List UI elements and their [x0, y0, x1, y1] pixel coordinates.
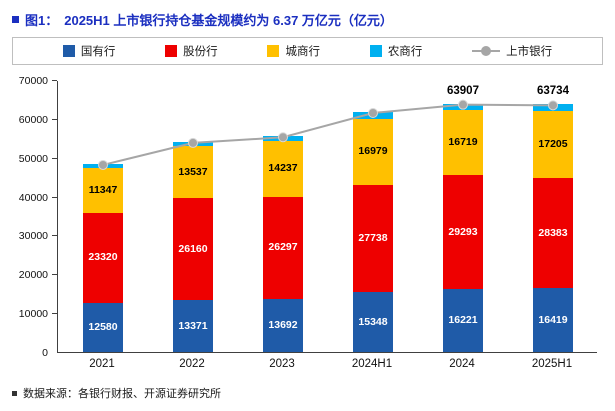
- bar-segment-城商行: 11347: [83, 168, 123, 213]
- legend-label: 上市银行: [506, 46, 553, 58]
- line-marker-icon: [188, 137, 198, 148]
- y-tick-label: 10000: [18, 308, 48, 321]
- x-tick-label: 2024H1: [351, 358, 393, 370]
- line-marker-icon: [98, 159, 108, 170]
- line-marker-icon: [278, 132, 288, 143]
- x-tick-label: 2022: [179, 358, 205, 370]
- bar-value-label: 23320: [88, 251, 118, 264]
- bar-value-label: 16419: [538, 313, 568, 326]
- bar-segment-国有行: 13692: [263, 298, 303, 352]
- bar-segment-城商行: 16979: [353, 118, 393, 185]
- legend-item-农商行: 农商行: [369, 43, 423, 59]
- bar-value-label: 26160: [178, 242, 208, 255]
- bar-segment-城商行: 14237: [263, 141, 303, 197]
- bar-value-label: 15348: [358, 315, 388, 328]
- legend-swatch-icon: [165, 45, 178, 57]
- legend-swatch-icon: [62, 45, 75, 57]
- y-tick-label: 0: [42, 347, 48, 359]
- line-marker-icon: [548, 100, 558, 111]
- trend-line: [98, 99, 558, 170]
- source-note-row: 数据来源：各银行财报、开源证券研究所: [12, 385, 603, 401]
- bar-value-label: 13692: [268, 318, 298, 331]
- y-tick-label: 60000: [18, 113, 48, 126]
- legend-line-marker-icon: [472, 46, 501, 56]
- bar-value-label: 13537: [178, 165, 208, 178]
- y-tick-label: 30000: [18, 230, 48, 243]
- bar-segment-股份行: 26160: [173, 198, 213, 301]
- legend-item-城商行: 城商行: [267, 43, 320, 59]
- bar-segment-股份行: 27738: [353, 184, 393, 293]
- x-tick-label: 2023: [269, 358, 295, 370]
- y-tick-label: 50000: [18, 152, 48, 165]
- figure-number: 图1：: [25, 13, 59, 28]
- legend-label: 国有行: [80, 46, 116, 58]
- legend-label: 城商行: [285, 46, 320, 58]
- y-tick-mark: [52, 313, 57, 315]
- bar-segment-城商行: 13537: [173, 145, 213, 199]
- line-marker-icon: [458, 99, 468, 110]
- bar-value-label: 17205: [538, 138, 568, 150]
- chart-legend: 国有行 股份行 城商行 农商行 上市银行: [12, 37, 603, 65]
- legend-line-dot: [481, 46, 492, 56]
- bar-value-label: 16719: [448, 136, 478, 149]
- y-tick-mark: [52, 196, 57, 198]
- x-tick-label: 2021: [89, 358, 115, 370]
- y-tick-mark: [52, 235, 57, 237]
- bar-segment-股份行: 28383: [533, 177, 573, 289]
- legend-item-股份行: 股份行: [165, 43, 218, 59]
- source-bullet-icon: [12, 390, 17, 396]
- bar-segment-城商行: 17205: [533, 111, 573, 178]
- legend-label: 股份行: [183, 46, 218, 58]
- y-tick-label: 40000: [18, 191, 48, 204]
- bar-segment-国有行: 12580: [83, 303, 123, 352]
- y-tick-mark: [52, 118, 57, 120]
- bar-value-label: 11347: [88, 183, 118, 196]
- bar-value-label: 28383: [538, 226, 568, 239]
- bar-value-label: 26297: [268, 241, 298, 254]
- legend-label: 农商行: [387, 46, 423, 58]
- line-marker-icon: [368, 107, 378, 118]
- legend-item-国有行: 国有行: [62, 43, 116, 59]
- figure-title: 2025H1 上市银行持仓基金规模约为 6.37 万亿元（亿元）: [64, 13, 393, 28]
- y-tick-label: 20000: [18, 269, 48, 282]
- plot-canvas: 12580 23320 11347 13371 26160 13537 13692 26297…: [52, 80, 597, 353]
- x-axis: 2021 2022 2023 2024H1 2024 2025H1: [57, 358, 597, 376]
- y-tick-label: 70000: [18, 75, 48, 87]
- legend-swatch-icon: [267, 45, 280, 57]
- source-note: 数据来源：各银行财报、开源证券研究所: [23, 388, 221, 400]
- title-bullet-icon: [12, 16, 19, 23]
- bar-value-label: 13371: [178, 319, 208, 332]
- x-tick-label: 2024: [449, 358, 475, 370]
- x-tick-label: 2025H1: [531, 358, 573, 370]
- y-tick-mark: [52, 80, 57, 81]
- bar-segment-国有行: 13371: [173, 300, 213, 352]
- y-tick-mark: [52, 274, 57, 276]
- bar-value-label: 14237: [268, 162, 298, 175]
- y-axis: 0 10000 20000 30000 40000 50000 60000 70000: [12, 75, 56, 359]
- bar-segment-股份行: 23320: [83, 212, 123, 304]
- bar-segment-国有行: 16221: [443, 288, 483, 352]
- line-value-label: 63907: [447, 84, 479, 97]
- bar-segment-城商行: 16719: [443, 110, 483, 176]
- bar-value-label: 12580: [88, 321, 118, 334]
- chart-plot-area: 0 10000 20000 30000 40000 50000 60000 70000 125…: [12, 75, 603, 377]
- bar-value-label: 27738: [358, 231, 388, 244]
- y-tick-mark: [52, 157, 57, 159]
- legend-swatch-icon: [369, 45, 382, 57]
- figure-title-row: 图1： 2025H1 上市银行持仓基金规模约为 6.37 万亿元（亿元）: [12, 10, 603, 29]
- bar-segment-国有行: 16419: [533, 288, 573, 352]
- line-value-label: 63734: [537, 85, 569, 98]
- bar-value-label: 16221: [448, 313, 478, 326]
- bar-segment-股份行: 29293: [443, 175, 483, 289]
- legend-item-上市银行: 上市银行: [472, 43, 552, 59]
- bar-value-label: 16979: [358, 145, 388, 158]
- bar-segment-股份行: 26297: [263, 196, 303, 299]
- bar-segment-国有行: 15348: [353, 292, 393, 352]
- bar-value-label: 29293: [448, 225, 478, 238]
